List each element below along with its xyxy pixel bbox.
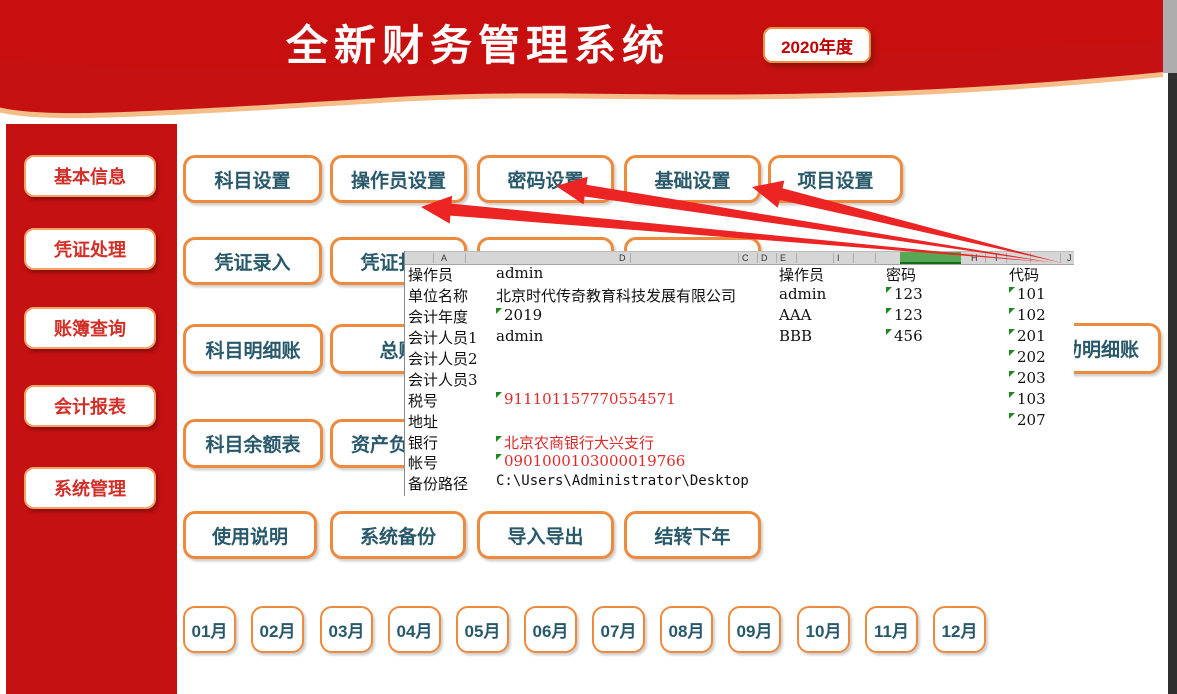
sheet-row: 地址 207: [408, 411, 1046, 431]
project-setup-button[interactable]: 项目设置: [768, 155, 903, 203]
sheet-row: 会计年度 2019 AAA 123 102: [408, 306, 1046, 326]
window-edge-top: [1163, 0, 1177, 73]
month-09-button[interactable]: 09月: [728, 606, 781, 653]
sidebar-item-ledger-query[interactable]: 账簿查询: [24, 307, 156, 349]
month-10-button[interactable]: 10月: [797, 606, 850, 653]
system-backup-button[interactable]: 系统备份: [330, 511, 466, 559]
comment-marker-icon: [886, 308, 892, 314]
comment-marker-icon: [886, 287, 892, 293]
excel-column-letter: C: [742, 253, 749, 263]
excel-column-letter: A: [441, 253, 448, 263]
comment-marker-icon: [886, 329, 892, 335]
excel-column-letter: H: [971, 253, 978, 263]
basic-setup-button[interactable]: 基础设置: [624, 155, 761, 203]
sidebar-item-voucher-processing[interactable]: 凭证处理: [24, 228, 156, 270]
month-05-button[interactable]: 05月: [456, 606, 509, 653]
sheet-row: 备份路径 C:\Users\Administrator\Desktop: [408, 473, 749, 493]
sheet-row: 会计人员2 202: [408, 348, 1046, 368]
sheet-row: 操作员 admin 操作员 密码 代码: [408, 264, 1040, 284]
comment-marker-icon: [1009, 413, 1015, 419]
month-04-button[interactable]: 04月: [388, 606, 441, 653]
user-guide-button[interactable]: 使用说明: [183, 511, 317, 559]
year-badge[interactable]: 2020年度: [763, 27, 871, 63]
excel-paste-overlay: A D C D E I H I J 操作员 admin 操作员 密码 代码 单位…: [404, 251, 1074, 496]
month-07-button[interactable]: 07月: [592, 606, 645, 653]
month-02-button[interactable]: 02月: [251, 606, 304, 653]
excel-column-letter: D: [761, 253, 768, 263]
sheet-row: 会计人员1 admin BBB 456 201: [408, 327, 1046, 347]
month-03-button[interactable]: 03月: [320, 606, 373, 653]
comment-marker-icon: [496, 436, 502, 442]
sidebar-item-accounting-reports[interactable]: 会计报表: [24, 385, 156, 427]
sheet-row: 银行 北京农商银行大兴支行: [408, 434, 655, 452]
sidebar-item-system-management[interactable]: 系统管理: [24, 467, 156, 509]
comment-marker-icon: [1009, 350, 1015, 356]
month-11-button[interactable]: 11月: [865, 606, 918, 653]
comment-marker-icon: [1009, 287, 1015, 293]
comment-marker-icon: [1009, 392, 1015, 398]
operator-setup-button[interactable]: 操作员设置: [330, 155, 467, 203]
carry-forward-button[interactable]: 结转下年: [624, 511, 761, 559]
password-setup-button[interactable]: 密码设置: [477, 155, 614, 203]
subject-detail-ledger-button[interactable]: 科目明细账: [183, 324, 323, 374]
subject-setup-button[interactable]: 科目设置: [183, 155, 322, 203]
comment-marker-icon: [1009, 371, 1015, 377]
comment-marker-icon: [496, 392, 502, 398]
sidebar-item-basic-info[interactable]: 基本信息: [24, 155, 156, 197]
month-08-button[interactable]: 08月: [660, 606, 713, 653]
page-title: 全新财务管理系统: [286, 21, 671, 70]
subject-balance-button[interactable]: 科目余额表: [183, 419, 323, 468]
excel-column-letter: I: [837, 253, 840, 263]
excel-column-letter: I: [995, 253, 998, 263]
excel-column-letter: J: [1067, 253, 1072, 263]
sheet-row: 会计人员3 203: [408, 369, 1046, 389]
month-06-button[interactable]: 06月: [524, 606, 577, 653]
window-edge-side: [1168, 73, 1177, 694]
excel-column-letter: E: [780, 253, 787, 263]
month-01-button[interactable]: 01月: [183, 606, 236, 653]
comment-marker-icon: [496, 454, 502, 460]
comment-marker-icon: [496, 308, 502, 314]
import-export-button[interactable]: 导入导出: [477, 511, 614, 559]
comment-marker-icon: [1009, 308, 1015, 314]
sheet-row: 税号 911101157770554571 103: [408, 390, 1046, 410]
excel-column-header-strip: A D C D E I H I J: [405, 251, 1074, 265]
header-wave: [0, 0, 1163, 119]
month-12-button[interactable]: 12月: [933, 606, 986, 653]
excel-column-letter: D: [619, 253, 626, 263]
comment-marker-icon: [1009, 329, 1015, 335]
voucher-entry-button[interactable]: 凭证录入: [183, 237, 322, 285]
sheet-row: 帐号 0901000103000019766: [408, 452, 686, 472]
sidebar: 基本信息 凭证处理 账簿查询 会计报表 系统管理: [6, 124, 177, 694]
sheet-row: 单位名称 北京时代传奇教育科技发展有限公司 admin 123 101: [408, 285, 1046, 305]
excel-selected-column: [900, 252, 961, 264]
